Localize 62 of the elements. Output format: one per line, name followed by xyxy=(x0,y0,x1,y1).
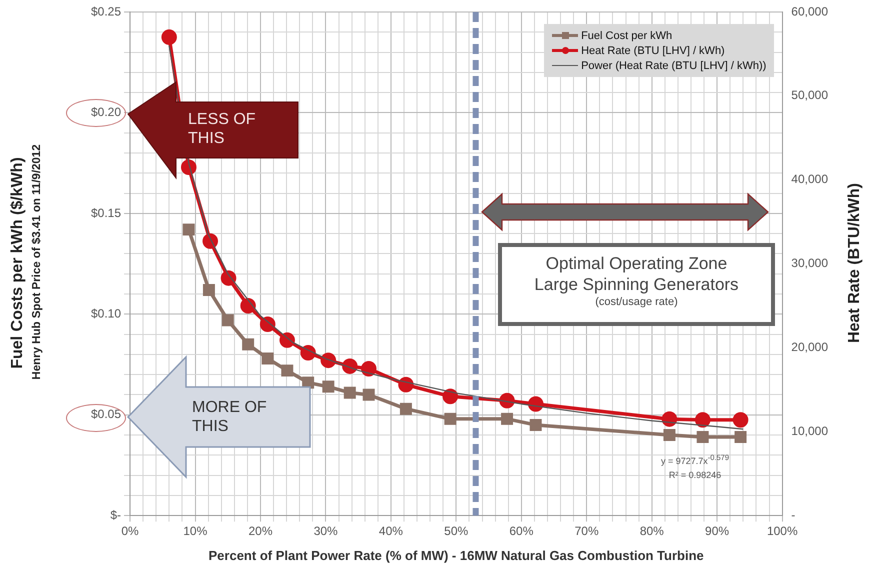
legend-label: Heat Rate (BTU [LHV] / kWh) xyxy=(581,44,725,56)
annotation: MORE OF THIS xyxy=(192,398,268,436)
point xyxy=(240,298,256,314)
legend-label: Fuel Cost per kWh xyxy=(581,30,672,42)
y-tick-label: $0.25 xyxy=(91,4,122,18)
point xyxy=(732,412,748,428)
point xyxy=(262,352,274,364)
y-tick-label: $0.20 xyxy=(91,105,122,120)
y2-tick-label: 30,000 xyxy=(791,256,828,270)
annotation: R² = 0.98246 xyxy=(668,470,722,480)
y2-tick-label: 60,000 xyxy=(791,4,828,18)
point xyxy=(361,360,377,376)
point xyxy=(501,412,514,425)
y2-axis-title: Heat Rate (BTU/kWh) xyxy=(846,182,864,345)
point xyxy=(161,29,177,45)
y-tick-label: $- xyxy=(110,508,122,522)
x-axis-title: Percent of Plant Power Rate (% of MW) - 16MW Natural Gas Combustion Turbine xyxy=(208,548,705,563)
x-tick-label: 30% xyxy=(314,524,338,538)
y2-tick-label: - xyxy=(791,508,796,522)
x-tick-label: 20% xyxy=(248,524,273,538)
x-tick-label: 100% xyxy=(766,524,798,538)
point xyxy=(734,431,747,444)
y-tick-label: $0.10 xyxy=(91,306,122,320)
point xyxy=(202,284,215,296)
y2-tick-label: 50,000 xyxy=(791,88,828,102)
point xyxy=(222,314,234,326)
point xyxy=(182,224,195,236)
point xyxy=(281,364,294,377)
x-tick-label: 0% xyxy=(121,524,140,538)
point xyxy=(242,338,254,350)
point xyxy=(444,412,456,425)
point xyxy=(322,380,334,393)
annotation: y = 9727.7x$^{-0.579}$ xyxy=(660,453,730,466)
annotation: (cost/usage rate) xyxy=(594,295,679,309)
point xyxy=(302,376,314,389)
x-tick-label: 10% xyxy=(183,524,208,538)
y-tick-label: $0.05 xyxy=(91,407,122,422)
label-box: Optimal Operating Zone Large Spinning Generators (cost/usage rate) xyxy=(498,243,775,326)
y2-tick-label: 40,000 xyxy=(791,172,828,186)
y2-tick-label: 20,000 xyxy=(791,340,828,354)
point xyxy=(362,388,375,401)
point xyxy=(694,412,710,428)
x-tick-label: 40% xyxy=(378,524,404,538)
y-tick-label: $0.15 xyxy=(91,206,122,220)
point xyxy=(696,431,709,444)
y-axis-title: Fuel Costs per kWh ($/kWh) xyxy=(9,156,27,371)
x-tick-label: 90% xyxy=(705,524,730,538)
x-tick-label: 80% xyxy=(640,524,664,538)
y2-tick-label: 10,000 xyxy=(791,424,828,438)
annotation: Large Spinning Generators xyxy=(533,274,740,295)
point xyxy=(530,418,542,431)
point xyxy=(344,386,356,399)
point xyxy=(400,402,412,415)
text: Henry Hub Spot Price of $3.41 on 11/9/2012 xyxy=(31,143,43,382)
x-tick-label: 50% xyxy=(444,524,468,538)
point xyxy=(442,388,458,404)
annotation: LESS OF THIS xyxy=(188,110,257,148)
point xyxy=(663,429,676,442)
annotation: Optimal Operating Zone xyxy=(544,253,728,274)
legend-label: Power (Heat Rate (BTU [LHV] / kWh)) xyxy=(581,60,766,72)
x-tick-label: 60% xyxy=(509,524,534,538)
x-tick-label: 70% xyxy=(574,524,599,538)
